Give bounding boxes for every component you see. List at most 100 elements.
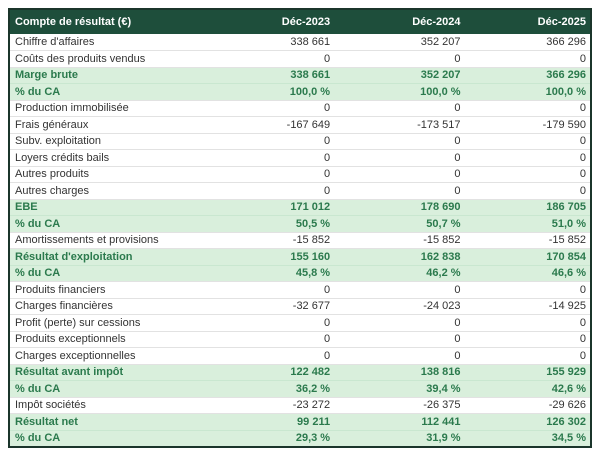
table-title: Compte de résultat (€) (9, 9, 200, 34)
table-row: % du CA 45,8 % 46,2 % 46,6 % (9, 265, 591, 282)
row-value: 100,0 % (420, 85, 461, 98)
row-value: 0 (454, 168, 461, 181)
row-label: EBE (15, 201, 38, 214)
row-value: 155 160 (290, 250, 331, 263)
row-value: 0 (323, 283, 331, 296)
row-value: 0 (454, 184, 461, 197)
row-value: 100,0 % (545, 85, 586, 98)
row-value: 0 (454, 151, 461, 164)
row-label: Marge brute (15, 69, 78, 82)
table-row: EBE 171 012 178 690 186 705 (9, 199, 591, 216)
table-row: Chiffre d'affaires 338 661 352 207 366 296 (9, 34, 591, 51)
row-value: 0 (454, 102, 461, 115)
row-value: 0 (323, 168, 331, 181)
header-row: Compte de résultat (€) Déc-2023 Déc-2024… (9, 9, 591, 34)
row-label: Autres produits (15, 168, 89, 181)
row-value: 352 207 (420, 36, 461, 48)
row-label: Charges exceptionnelles (15, 349, 136, 362)
row-value: 0 (579, 184, 586, 197)
table-row: Résultat net 99 211 112 441 126 302 (9, 413, 591, 430)
row-value: 0 (579, 349, 586, 362)
row-value: 0 (323, 102, 331, 115)
row-value: 366 296 (546, 36, 586, 48)
row-label: Produits exceptionnels (15, 333, 126, 346)
row-value: -15 852 (548, 234, 586, 247)
row-value: -179 590 (542, 118, 586, 131)
table-row: Résultat avant impôt 122 482 138 816 155 92… (9, 364, 591, 381)
row-value: 50,7 % (426, 217, 461, 230)
row-value: 186 705 (546, 201, 586, 214)
row-value: 0 (454, 135, 461, 148)
table-row: Charges exceptionnelles 0 0 0 (9, 347, 591, 364)
year-column-header-3: Déc-2025 (464, 9, 591, 34)
row-value: -29 626 (548, 399, 586, 412)
row-label: % du CA (15, 432, 61, 444)
table-row: Charges financières -32 677 -24 023 -14 925 (9, 298, 591, 315)
table-row: Marge brute 338 661 352 207 366 296 (9, 67, 591, 84)
row-value: -26 375 (423, 399, 461, 412)
row-value: 34,5 % (551, 432, 586, 444)
income-statement-container: Compte de résultat (€) Déc-2023 Déc-2024… (8, 8, 592, 448)
table-row: Frais généraux -167 649 -173 517 -179 590 (9, 116, 591, 133)
table-header: Compte de résultat (€) Déc-2023 Déc-2024… (9, 9, 591, 34)
row-value: 0 (579, 52, 586, 65)
row-value: 99 211 (297, 415, 331, 428)
row-label: Subv. exploitation (15, 135, 102, 148)
row-value: 338 661 (290, 36, 331, 48)
table-row: Amortissements et provisions -15 852 -15 8… (9, 232, 591, 249)
row-value: 45,8 % (295, 267, 331, 280)
row-value: 0 (454, 316, 461, 329)
row-value: 170 854 (546, 250, 586, 263)
row-value: 42,6 % (551, 382, 586, 395)
row-value: -23 272 (292, 399, 331, 412)
row-value: 29,3 % (295, 432, 331, 444)
row-value: 122 482 (290, 366, 331, 379)
row-value: 0 (579, 333, 586, 346)
row-label: % du CA (15, 267, 61, 280)
row-value: 0 (579, 316, 586, 329)
row-value: 0 (323, 333, 331, 346)
row-value: 0 (323, 184, 331, 197)
row-value: 0 (454, 349, 461, 362)
row-value: 0 (579, 102, 586, 115)
row-value: 0 (579, 151, 586, 164)
table-row: Produits exceptionnels 0 0 0 (9, 331, 591, 348)
row-value: 100,0 % (289, 85, 331, 98)
row-label: Chiffre d'affaires (15, 36, 95, 48)
row-value: -15 852 (423, 234, 461, 247)
row-value: 126 302 (546, 415, 586, 428)
row-value: 0 (454, 52, 461, 65)
row-value: -14 925 (548, 300, 586, 313)
row-value: 352 207 (420, 69, 461, 82)
row-value: 0 (323, 151, 331, 164)
row-label: % du CA (15, 382, 61, 395)
row-value: 138 816 (420, 366, 461, 379)
table-row: Production immobilisée 0 0 0 (9, 100, 591, 117)
row-label: Production immobilisée (15, 102, 129, 115)
row-label: Frais généraux (15, 118, 89, 131)
table-row: Résultat d'exploitation 155 160 162 838 170… (9, 248, 591, 265)
table-row: Coûts des produits vendus 0 0 0 (9, 50, 591, 67)
row-value: 0 (579, 283, 586, 296)
row-value: 0 (454, 283, 461, 296)
row-value: 39,4 % (426, 382, 461, 395)
table-row: Autres charges 0 0 0 (9, 182, 591, 199)
row-label: % du CA (15, 217, 61, 230)
row-value: -32 677 (292, 300, 331, 313)
row-value: 0 (579, 135, 586, 148)
row-value: -24 023 (423, 300, 461, 313)
row-value: 178 690 (420, 201, 461, 214)
row-value: 0 (323, 316, 331, 329)
income-statement-table: Compte de résultat (€) Déc-2023 Déc-2024… (8, 8, 592, 448)
table-row: Produits financiers 0 0 0 (9, 281, 591, 298)
row-label: Charges financières (15, 300, 113, 313)
row-value: 171 012 (290, 201, 331, 214)
table-row: Autres produits 0 0 0 (9, 166, 591, 183)
row-value: 31,9 % (426, 432, 461, 444)
row-label: Coûts des produits vendus (15, 52, 146, 65)
row-value: 162 838 (420, 250, 461, 263)
row-label: Profit (perte) sur cessions (15, 316, 141, 329)
row-value: -15 852 (292, 234, 331, 247)
row-label: Impôt sociétés (15, 399, 86, 412)
row-value: 366 296 (546, 69, 586, 82)
